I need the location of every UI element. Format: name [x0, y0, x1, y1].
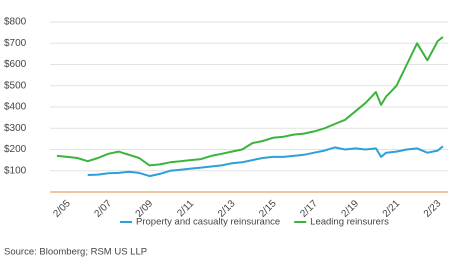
y-tick-label: $800 — [4, 17, 27, 28]
x-tick-label: 2/07 — [92, 198, 114, 220]
legend-label: Leading reinsurers — [310, 217, 389, 228]
y-tick-label: $400 — [4, 102, 27, 113]
legend-label: Property and casualty reinsurance — [136, 217, 280, 228]
x-tick-label: 2/23 — [422, 198, 444, 220]
y-tick-label: $600 — [4, 59, 27, 70]
y-tick-label: $300 — [4, 123, 27, 134]
series-line — [87, 145, 444, 178]
y-tick-label: $500 — [4, 80, 27, 91]
series-line — [56, 36, 444, 167]
y-tick-label: $200 — [4, 144, 27, 155]
y-tick-label: $700 — [4, 38, 27, 49]
y-tick-label: $100 — [4, 165, 27, 176]
source-note: Source: Bloomberg; RSM US LLP — [4, 247, 147, 258]
x-tick-label: 2/05 — [51, 198, 73, 220]
